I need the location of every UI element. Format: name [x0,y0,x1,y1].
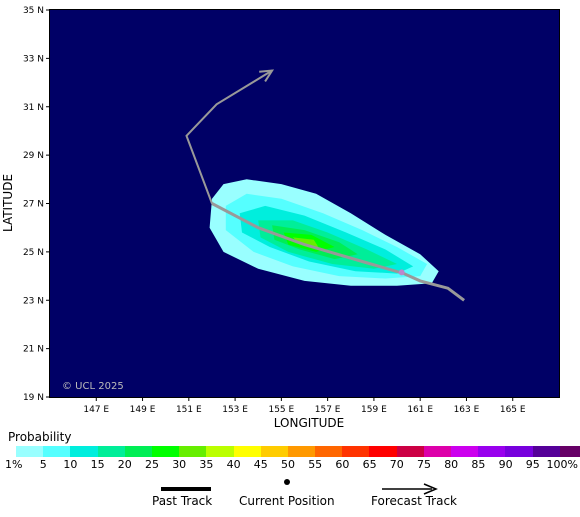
lon-tick-label: 147 E [83,405,109,415]
lat-tick-label: 21 N [23,345,44,355]
lon-tick-label: 151 E [176,405,202,415]
y-axis-title: LATITUDE [1,174,15,232]
colorbar-swatch [532,446,560,457]
colorbar-swatch [505,446,533,457]
colorbar-label: 10 [63,458,78,471]
colorbar-label: 15 [90,458,105,471]
lon-tick-label: 163 E [454,405,480,415]
lon-tick-label: 159 E [361,405,387,415]
colorbar-swatch [342,446,370,457]
lat-tick-label: 33 N [23,54,44,64]
current-position-legend-symbol [284,479,290,485]
colorbar-swatch [151,446,180,457]
past-track-line [211,202,465,302]
probability-contour-30 [292,237,319,247]
colorbar-swatch [97,446,125,457]
probability-colorbar [16,446,580,457]
lon-tick-label: 157 E [315,405,341,415]
latitude-ticks: 19 N 21 N 23 N 25 N 27 N 29 N 31 N 33 N 35 N [23,6,50,403]
colorbar-label: 5 [39,458,47,471]
forecast-track-layer [185,69,275,204]
colorbar-label: 95 [525,458,540,471]
lon-tick-label: 153 E [222,405,248,415]
colorbar-swatch [124,446,152,457]
colorbar-label: 75 [417,458,431,471]
lon-tick-label: 155 E [268,405,294,415]
colorbar-swatch [451,446,479,457]
lon-tick-label: 165 E [500,405,526,415]
lat-tick-label: 25 N [23,248,44,258]
colorbar-label: 1% [5,458,23,471]
colorbar-label: 80 [444,458,459,471]
colorbar-label: 60 [335,458,350,471]
forecast-arrowhead-icon [259,69,275,82]
current-position-marker [398,269,405,276]
probability-field [209,179,439,286]
forecast-track-line [185,69,273,204]
colorbar-label: 100% [546,458,578,471]
colorbar-swatch [233,446,261,457]
colorbar-swatch [315,446,343,457]
past-track-layer [211,202,465,302]
colorbar-label: 35 [199,458,214,471]
longitude-ticks: 147 E 149 E 151 E 153 E 155 E 157 E 159 E 161 E… [83,397,526,415]
colorbar-swatch [478,446,506,457]
lat-tick-label: 31 N [23,103,44,113]
colorbar-swatch [70,446,98,457]
colorbar-swatch [396,446,424,457]
lat-tick-label: 29 N [23,151,44,161]
forecast-track-legend-label: Forecast Track [371,494,457,508]
colorbar-swatch [16,446,44,457]
colorbar-label: 70 [389,458,404,471]
colorbar-swatch [206,446,234,457]
colorbar-label: 65 [362,458,377,471]
colorbar-label: 40 [226,458,241,471]
lat-tick-label: 19 N [23,393,44,403]
probability-title: Probability [8,430,72,444]
lat-tick-label: 27 N [23,200,44,210]
colorbar-swatch [559,446,580,457]
colorbar-label: 30 [172,458,187,471]
colorbar-label: 20 [117,458,132,471]
forecast-arrowhead-legend-icon [423,483,438,495]
colorbar-label: 85 [471,458,486,471]
past-track-legend-label: Past Track [152,494,213,508]
colorbar-swatch [423,446,451,457]
colorbar-label: 55 [308,458,323,471]
lon-tick-label: 149 E [130,405,156,415]
colorbar-swatch [369,446,397,457]
colorbar-label: 45 [253,458,268,471]
colorbar-swatch [287,446,316,457]
lat-tick-label: 35 N [23,6,44,16]
colorbar-swatch [43,446,71,457]
colorbar-swatch [260,446,288,457]
colorbar-label: 50 [281,458,295,471]
copyright-label: © UCL 2025 [62,381,124,392]
lon-tick-label: 161 E [407,405,433,415]
colorbar-label: 25 [145,458,159,471]
colorbar-label: 90 [498,458,513,471]
colorbar-swatch [179,446,207,457]
lat-tick-label: 23 N [23,296,44,306]
current-position-legend-label: Current Position [239,494,335,508]
x-axis-title: LONGITUDE [274,416,344,430]
